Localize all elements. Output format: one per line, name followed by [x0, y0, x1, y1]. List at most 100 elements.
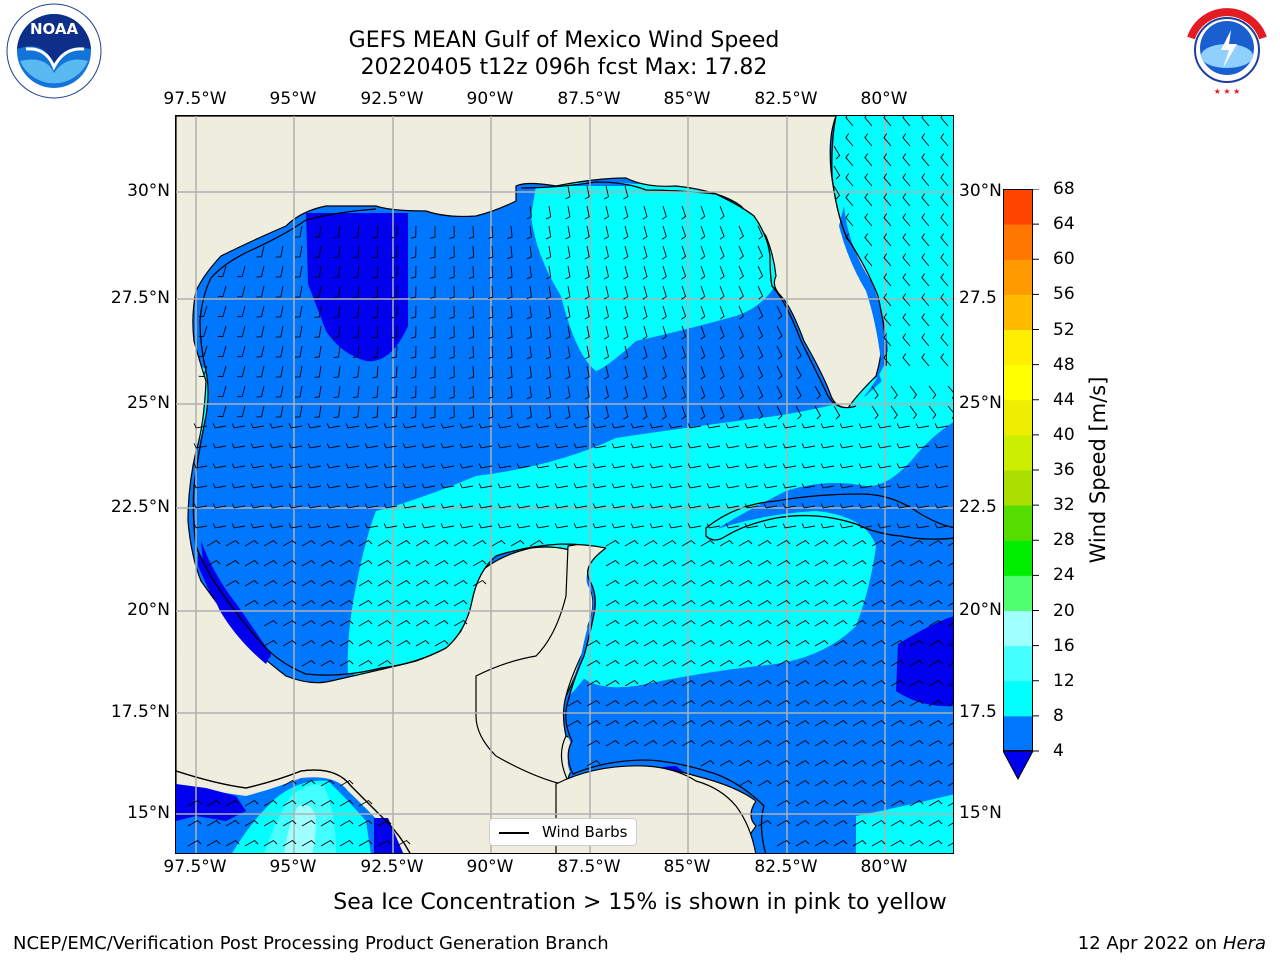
wind-barb	[244, 839, 259, 847]
wind-barb	[352, 325, 360, 339]
wind-barb	[738, 579, 753, 587]
colorbar-tick-label: 8	[1053, 705, 1064, 726]
wind-barb	[706, 463, 721, 469]
wind-barb	[871, 559, 886, 567]
wind-barb	[845, 116, 854, 127]
wind-barb	[934, 423, 949, 429]
wind-barb	[845, 213, 854, 227]
wind-barb	[852, 799, 867, 807]
wind-barb	[738, 779, 753, 787]
wind-barb	[687, 483, 702, 489]
wind-barb	[584, 185, 590, 200]
wind-barb	[795, 719, 810, 727]
wind-barb	[776, 839, 791, 847]
wind-barb	[516, 423, 531, 429]
wind-barb	[372, 325, 379, 339]
wind-barb	[231, 483, 246, 489]
wind-barb	[782, 483, 797, 489]
wind-barb	[833, 165, 841, 180]
wind-barb	[864, 193, 873, 207]
wind-barb	[250, 443, 265, 449]
wind-barb	[307, 503, 322, 509]
wind-barb	[890, 819, 905, 827]
wind-barb	[231, 503, 246, 509]
wind-barb	[757, 759, 772, 767]
wind-barb	[586, 739, 601, 747]
wind-barb	[668, 463, 683, 469]
wind-barb-legend-line	[499, 832, 529, 834]
wind-barb	[554, 463, 569, 469]
lon-label-bottom: 97.5°W	[163, 857, 227, 877]
wind-barb	[487, 365, 494, 380]
wind-barb	[212, 423, 227, 429]
wind-barb	[681, 599, 696, 607]
wind-barb	[890, 559, 905, 567]
wind-barb	[763, 443, 778, 449]
wind-barb	[307, 523, 322, 529]
wind-barb	[603, 405, 610, 420]
wind-barb	[314, 365, 322, 378]
wind-barb	[434, 619, 449, 627]
wind-barb	[871, 579, 886, 587]
legend-label: Wind Barbs	[542, 823, 628, 841]
wind-barb	[333, 325, 341, 339]
wind-barb	[187, 799, 202, 807]
wind-barb	[421, 503, 436, 509]
wind-barb	[440, 463, 455, 469]
wind-barb	[852, 559, 867, 567]
wind-barb	[603, 265, 610, 280]
wind-barb	[314, 245, 322, 258]
wind-barb	[839, 423, 854, 429]
wind-barb	[921, 353, 930, 367]
wind-barb	[623, 245, 629, 260]
wind-barb	[391, 345, 398, 359]
wind-barb	[757, 819, 772, 827]
wind-barb	[603, 325, 610, 340]
wind-barb	[358, 659, 373, 667]
wind-barb	[643, 659, 658, 667]
wind-barb	[605, 719, 620, 727]
wind-barb	[269, 443, 284, 449]
wind-barb	[947, 562, 953, 567]
wind-barb	[814, 839, 829, 847]
wind-barb	[776, 639, 791, 647]
wind-barb	[605, 539, 620, 547]
wind-barb	[282, 819, 297, 827]
wind-barb	[623, 305, 629, 320]
lat-label-left: 15°N	[127, 803, 170, 823]
wind-barb	[383, 483, 398, 489]
wind-barb	[295, 305, 303, 318]
wind-barb	[776, 779, 791, 787]
wind-barb	[440, 423, 455, 429]
wind-barb	[584, 365, 590, 380]
wind-barb	[902, 153, 911, 167]
wind-barb	[295, 365, 303, 378]
wind-barb	[472, 559, 487, 567]
wind-barb	[890, 405, 898, 420]
wind-barb	[896, 463, 911, 469]
wind-barb	[947, 385, 953, 399]
wind-barb	[415, 579, 430, 587]
wind-barb	[468, 245, 475, 259]
wind-barb	[902, 193, 911, 207]
wind-barb	[662, 599, 677, 607]
wind-barb	[700, 385, 706, 400]
wind-barb	[921, 233, 930, 247]
wind-barb	[744, 523, 759, 529]
wind-barb	[928, 599, 943, 607]
colorbar-tick-label: 44	[1053, 389, 1075, 410]
wind-barb	[795, 559, 810, 567]
wind-barb	[396, 599, 411, 607]
wind-barb	[603, 305, 610, 320]
wind-barb	[487, 345, 494, 360]
wind-barb	[364, 483, 379, 489]
wind-barb	[814, 639, 829, 647]
wind-barb	[630, 463, 645, 469]
wind-barb	[510, 539, 525, 547]
wind-barb	[877, 503, 892, 509]
wind-barb	[687, 463, 702, 469]
wind-barb	[565, 265, 571, 280]
sea-ice-note: Sea Ice Concentration > 15% is shown in …	[333, 890, 947, 915]
wind-barb	[776, 799, 791, 807]
wind-barb	[921, 116, 930, 127]
